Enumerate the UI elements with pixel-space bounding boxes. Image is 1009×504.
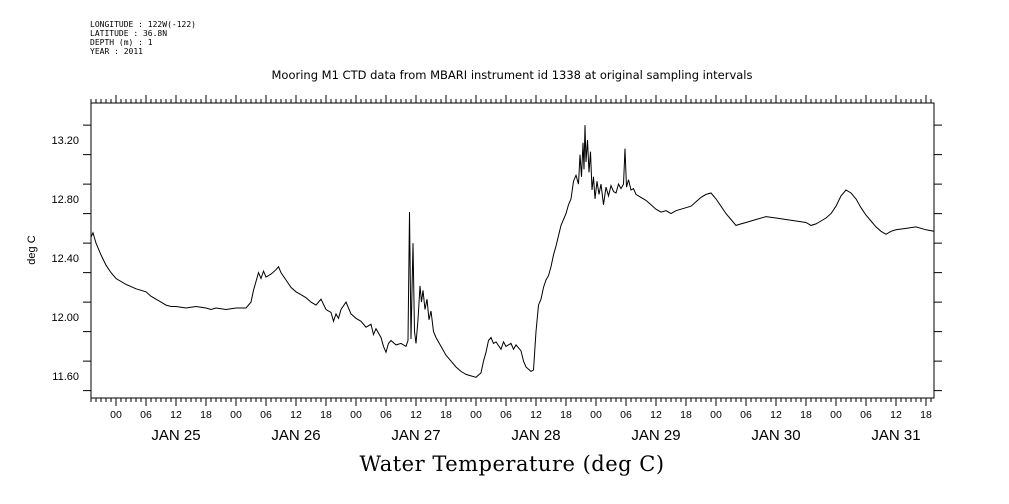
x-tick-label: 06	[500, 409, 512, 421]
day-label: JAN 31	[871, 427, 920, 444]
x-tick-label: 00	[470, 409, 482, 421]
x-tick-label: 06	[620, 409, 632, 421]
day-label: JAN 28	[511, 427, 560, 444]
y-tick-label: 12.80	[51, 194, 79, 206]
x-tick-label: 18	[680, 409, 692, 421]
day-label: JAN 26	[271, 427, 320, 444]
x-tick-label: 06	[140, 409, 152, 421]
x-tick-label: 18	[560, 409, 572, 421]
x-axis: 00 06 12 18 00 06 12 18 00 06 12 18 00 06 12 18 00 06 12 18…	[90, 95, 932, 444]
x-tick-label: 18	[920, 409, 932, 421]
x-tick-label: 06	[740, 409, 752, 421]
y-tick-label: 12.00	[51, 312, 79, 324]
latitude-text: LATITUDE : 36.8N	[90, 29, 168, 38]
y-axis: 11.60 12.00 12.40 12.80 13.20	[51, 124, 942, 392]
metadata-block: LONGITUDE : 122W(-122) LATITUDE : 36.8N …	[90, 20, 196, 56]
x-tick-label: 06	[860, 409, 872, 421]
x-tick-label: 12	[290, 409, 302, 421]
x-tick-label: 00	[350, 409, 362, 421]
x-tick-label: 18	[800, 409, 812, 421]
x-tick-label: 00	[830, 409, 842, 421]
x-tick-label: 12	[770, 409, 782, 421]
x-tick-label: 18	[200, 409, 212, 421]
x-tick-label: 06	[260, 409, 272, 421]
year-text: YEAR : 2011	[90, 47, 143, 56]
y-axis-label: deg C	[26, 235, 38, 264]
day-label: JAN 25	[151, 427, 200, 444]
x-axis-label: Water Temperature (deg C)	[359, 452, 665, 476]
x-tick-label: 18	[320, 409, 332, 421]
x-tick-label: 00	[230, 409, 242, 421]
y-tick-label: 11.60	[52, 371, 79, 383]
day-label: JAN 29	[631, 427, 680, 444]
temperature-line	[90, 125, 935, 378]
depth-text: DEPTH (m) : 1	[90, 38, 153, 47]
x-tick-label: 00	[110, 409, 122, 421]
x-tick-label: 12	[530, 409, 542, 421]
x-tick-label: 00	[710, 409, 722, 421]
plot-frame	[90, 102, 935, 399]
y-tick-label: 12.40	[51, 253, 79, 265]
chart-title: Mooring M1 CTD data from MBARI instrumen…	[271, 68, 753, 82]
day-label: JAN 27	[391, 427, 440, 444]
x-tick-label: 12	[170, 409, 182, 421]
x-tick-label: 12	[890, 409, 902, 421]
x-tick-label: 06	[380, 409, 392, 421]
y-tick-label: 13.20	[51, 135, 79, 147]
longitude-text: LONGITUDE : 122W(-122)	[90, 20, 196, 29]
x-tick-label: 18	[440, 409, 452, 421]
x-tick-label: 12	[410, 409, 422, 421]
x-tick-label: 12	[650, 409, 662, 421]
x-tick-label: 00	[590, 409, 602, 421]
day-label: JAN 30	[751, 427, 800, 444]
